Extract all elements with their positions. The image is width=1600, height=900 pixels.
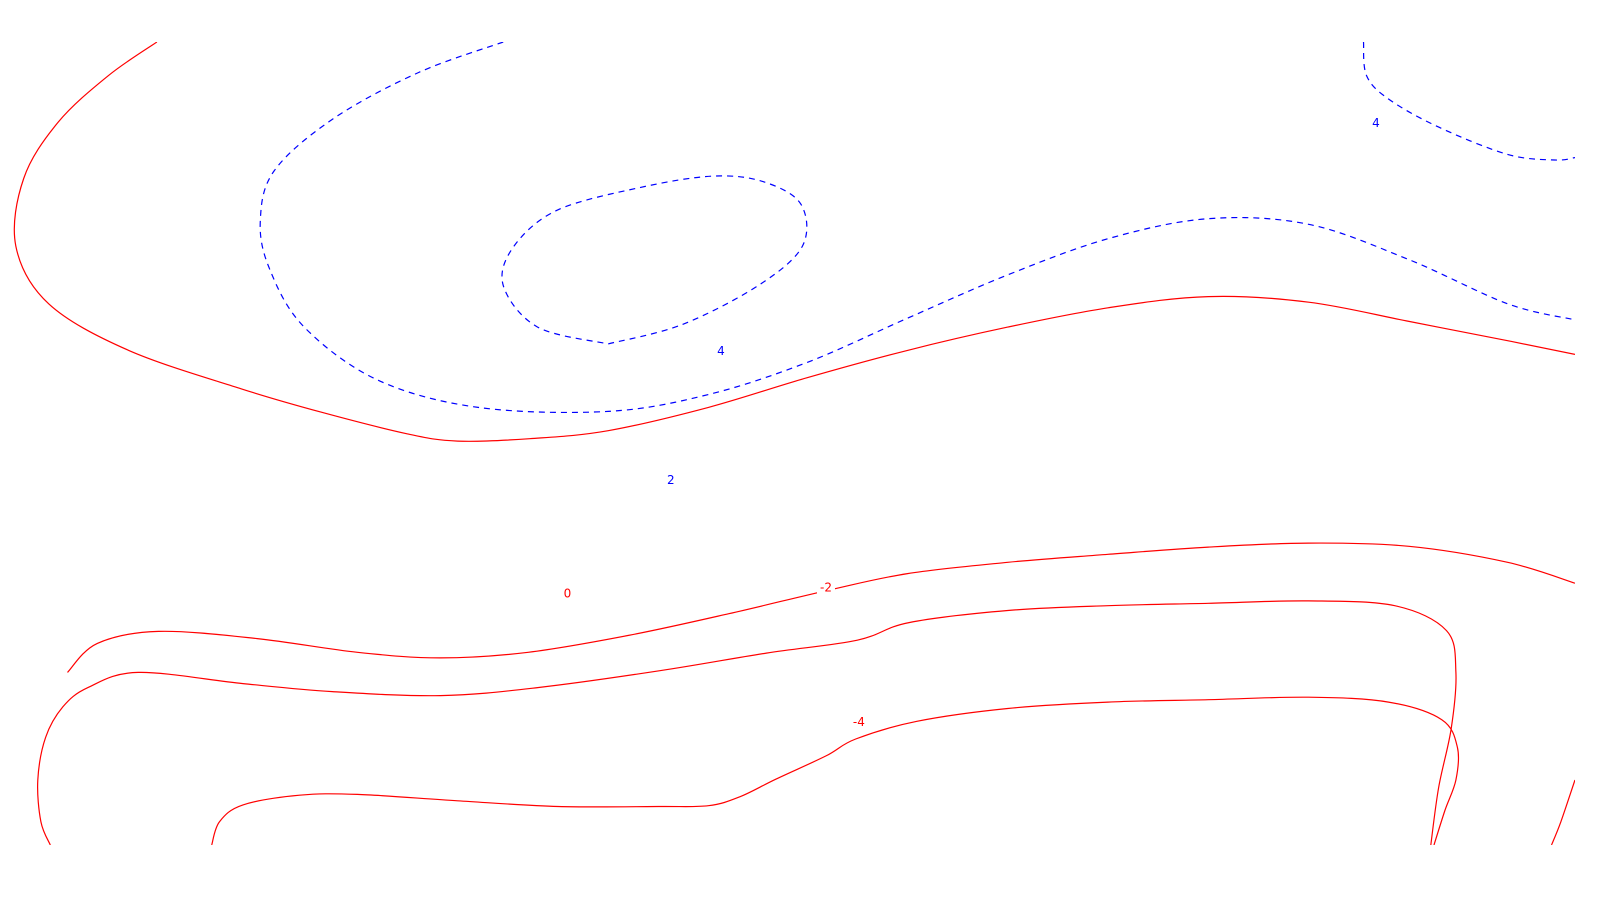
contour-labels-group: 2 4 4 0 -2 -4 xyxy=(561,115,1382,729)
contour-label-background xyxy=(715,343,727,358)
contour-line-level-0-3 xyxy=(13,42,1575,442)
contour-label: 4 xyxy=(1372,116,1380,130)
contour-line-level-neg2-4 xyxy=(67,542,1575,673)
contour-line-level-4-2 xyxy=(1362,42,1575,161)
contour-label: -4 xyxy=(853,715,865,729)
contour-label: 4 xyxy=(717,344,725,358)
contour-label-background xyxy=(665,472,677,487)
contour-line-level-2-0 xyxy=(259,42,1575,414)
contour-label-background xyxy=(1370,115,1382,130)
contour-label-background xyxy=(816,580,835,595)
contour-label-background xyxy=(849,714,868,729)
contour-label-background xyxy=(561,585,573,600)
contour-line-level-neg4-7 xyxy=(1550,779,1575,845)
contour-line-level-neg4-5 xyxy=(37,600,1457,845)
contour-label: 2 xyxy=(667,473,675,487)
contour-lines-group xyxy=(13,42,1575,845)
contour-line-level-neg4-6 xyxy=(211,696,1460,845)
contour-label: -2 xyxy=(820,581,832,595)
contour-line-level-4-1 xyxy=(501,175,808,345)
contour-label: 0 xyxy=(564,586,572,600)
